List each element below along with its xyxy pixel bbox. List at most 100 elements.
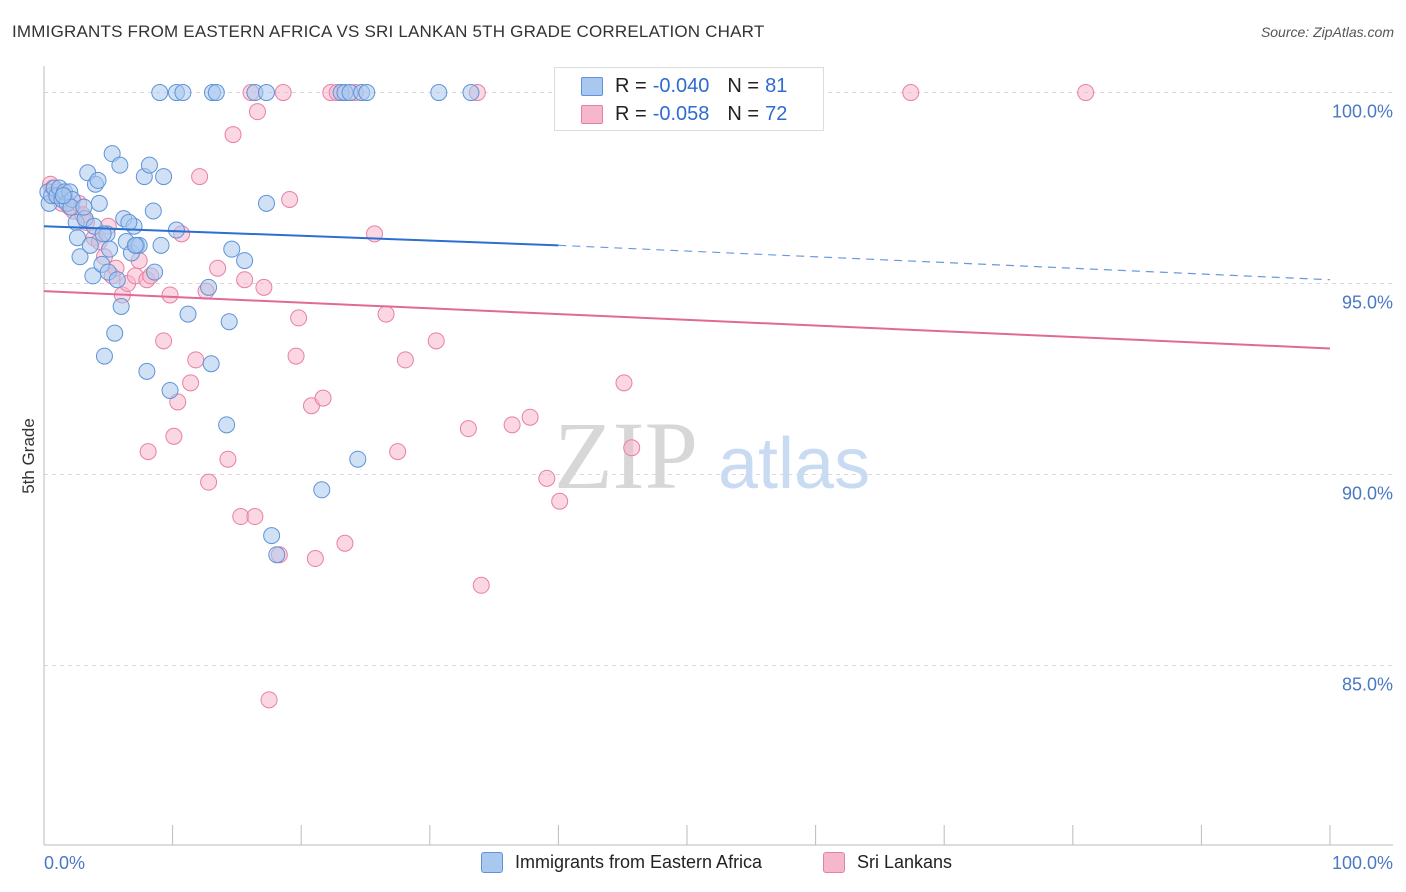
data-point (255, 278, 273, 296)
data-point (106, 324, 124, 342)
data-point (389, 443, 407, 461)
chart-title: IMMIGRANTS FROM EASTERN AFRICA VS SRI LA… (12, 22, 765, 41)
blue-swatch (581, 76, 603, 96)
data-point (146, 263, 164, 281)
trend-line-eastern-africa-extension (558, 244, 1331, 281)
trend-lines (43, 225, 1331, 350)
data-point (112, 297, 130, 315)
data-point (615, 374, 633, 392)
data-point (232, 508, 250, 526)
data-point (89, 171, 107, 189)
data-point (430, 84, 448, 102)
data-point (161, 381, 179, 399)
data-point (182, 374, 200, 392)
watermark-atlas: atlas (718, 424, 870, 504)
data-point (155, 168, 173, 186)
data-point (191, 168, 209, 186)
data-point (377, 305, 395, 323)
data-point (94, 225, 112, 243)
legend-item-sri-lankans[interactable]: Sri Lankans (823, 852, 952, 873)
data-point (472, 576, 490, 594)
data-point (223, 240, 241, 258)
data-point (68, 229, 86, 247)
data-point (306, 550, 324, 568)
data-point (220, 313, 238, 331)
stats-row-sri-lankans: R = -0.058 N = 72 (581, 102, 787, 126)
data-point (71, 248, 89, 266)
data-point (139, 443, 157, 461)
data-point (274, 84, 292, 102)
data-point (246, 508, 264, 526)
watermark: ZIP atlas (554, 402, 870, 509)
grid-lines (44, 92, 1393, 666)
data-point (538, 469, 556, 487)
data-point (521, 408, 539, 426)
data-point (179, 305, 197, 323)
blue-swatch (481, 852, 503, 873)
data-point (462, 84, 480, 102)
data-point (396, 351, 414, 369)
data-point (140, 156, 158, 174)
data-point (151, 84, 169, 102)
data-point (260, 691, 278, 709)
n-label: N = (727, 102, 760, 125)
data-point (120, 213, 138, 231)
x-tick-label-min: 0.0% (44, 853, 85, 873)
y-tick-label: 95.0% (1342, 293, 1393, 313)
data-point (75, 198, 93, 216)
pink-swatch (581, 104, 603, 124)
y-tick-label: 100.0% (1332, 102, 1393, 122)
r-label: R = (615, 102, 647, 125)
legend-label: Sri Lankans (857, 852, 953, 872)
data-point (218, 416, 236, 434)
series-eastern-africa-points (39, 84, 480, 564)
data-point (248, 103, 266, 121)
data-point (207, 84, 225, 102)
r-label: R = (615, 74, 647, 97)
n-label: N = (727, 74, 760, 97)
n-value: 81 (765, 74, 788, 97)
data-point (200, 278, 218, 296)
y-tick-label: 85.0% (1342, 674, 1393, 694)
data-point (257, 194, 275, 212)
legend-item-eastern-africa[interactable]: Immigrants from Eastern Africa (481, 852, 762, 873)
data-point (101, 240, 119, 258)
n-value: 72 (765, 102, 788, 125)
data-point (236, 271, 254, 289)
data-point (144, 202, 162, 220)
y-tick-labels: 100.0% 95.0% 90.0% 85.0% (1332, 102, 1393, 695)
data-point (281, 191, 299, 209)
data-point (236, 252, 254, 270)
data-point (174, 84, 192, 102)
data-point (336, 534, 354, 552)
data-point (349, 450, 367, 468)
y-axis-label: 5th Grade (19, 418, 38, 494)
data-point (165, 427, 183, 445)
data-point (268, 546, 286, 564)
data-point (551, 492, 569, 510)
data-point (202, 355, 220, 373)
data-point (287, 347, 305, 365)
data-point (313, 481, 331, 499)
data-point (459, 420, 477, 438)
data-point (81, 236, 99, 254)
data-point (623, 439, 641, 457)
data-point (219, 450, 237, 468)
data-point (187, 351, 205, 369)
data-point (54, 187, 72, 205)
y-tick-label: 90.0% (1342, 484, 1393, 504)
stats-row-eastern-africa: R = -0.040 N = 81 (581, 74, 787, 98)
x-tick-label-max: 100.0% (1332, 853, 1393, 873)
r-value: -0.040 (652, 74, 710, 97)
series-sri-lankans-points (41, 84, 1095, 709)
data-point (108, 271, 126, 289)
series-legend: Immigrants from Eastern Africa Sri Lanka… (0, 852, 1406, 878)
data-point (138, 362, 156, 380)
data-point (155, 332, 173, 350)
data-point (358, 84, 376, 102)
data-point (200, 473, 218, 491)
data-point (224, 126, 242, 144)
data-point (161, 286, 179, 304)
pink-swatch (823, 852, 845, 873)
